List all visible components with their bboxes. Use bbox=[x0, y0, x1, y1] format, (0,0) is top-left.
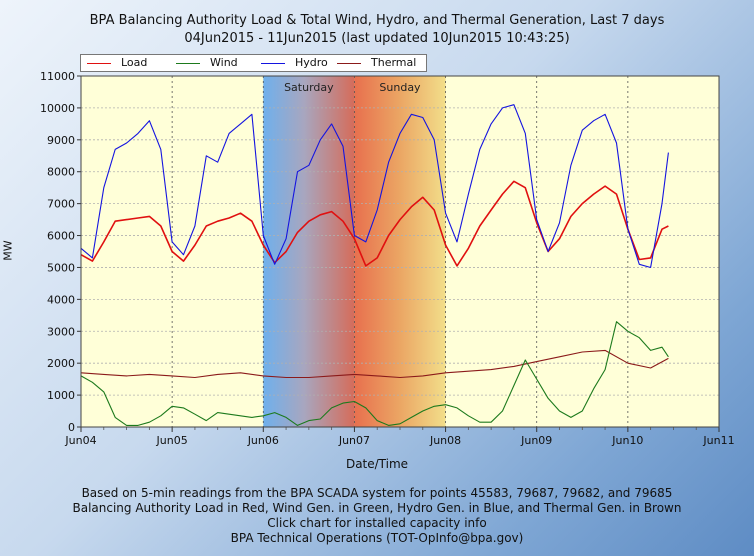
y-tick-label: 4000 bbox=[47, 293, 75, 306]
x-tick-label: Jun06 bbox=[247, 434, 279, 447]
chart-title: BPA Balancing Authority Load & Total Win… bbox=[89, 13, 665, 28]
y-tick-label: 2000 bbox=[47, 357, 75, 370]
series-line-hydro bbox=[80, 104, 669, 269]
legend-swatch-wind bbox=[176, 63, 200, 64]
y-axis-label: MW bbox=[1, 240, 15, 261]
weekend-band-saturday bbox=[263, 76, 355, 427]
chart-subtitle: 04Jun2015 - 11Jun2015 (last updated 10Ju… bbox=[184, 31, 570, 46]
legend-label-hydro: Hydro bbox=[295, 56, 328, 69]
footer-line-contact[interactable]: BPA Technical Operations (TOT-OpInfo@bpa… bbox=[230, 531, 524, 545]
legend-swatch-thermal bbox=[337, 63, 361, 64]
series-line-thermal bbox=[80, 349, 669, 379]
series-line-load bbox=[80, 180, 669, 267]
x-tick-label: Jun08 bbox=[429, 434, 461, 447]
y-tick-label: 6000 bbox=[47, 230, 75, 243]
x-tick-label: Jun04 bbox=[64, 434, 96, 447]
legend-label-wind: Wind bbox=[210, 56, 238, 69]
series-line-wind bbox=[80, 321, 669, 426]
y-tick-label: 7000 bbox=[47, 198, 75, 211]
plot-border bbox=[80, 75, 720, 428]
x-tick-label: Jun05 bbox=[156, 434, 188, 447]
x-tick-label: Jun11 bbox=[702, 434, 734, 447]
weekend-band-label-saturday: Saturday bbox=[284, 81, 334, 94]
legend-swatch-hydro bbox=[261, 63, 285, 64]
y-tick-label: 0 bbox=[68, 421, 75, 434]
x-tick-label: Jun07 bbox=[338, 434, 370, 447]
y-tick-label: 8000 bbox=[47, 166, 75, 179]
legend-swatch-load bbox=[87, 63, 111, 64]
x-axis-label: Date/Time bbox=[345, 457, 409, 471]
y-tick-label: 11000 bbox=[40, 70, 75, 83]
footer-line-colors: Balancing Authority Load in Red, Wind Ge… bbox=[72, 501, 682, 515]
x-tick-label: Jun10 bbox=[611, 434, 643, 447]
y-tick-label: 10000 bbox=[40, 102, 75, 115]
y-tick-label: 5000 bbox=[47, 261, 75, 274]
y-tick-label: 9000 bbox=[47, 134, 75, 147]
legend: Load Wind Hydro Thermal bbox=[80, 54, 427, 72]
legend-label-thermal: Thermal bbox=[371, 56, 417, 69]
footer-line-points: Based on 5-min readings from the BPA SCA… bbox=[81, 486, 673, 500]
y-tick-label: 3000 bbox=[47, 325, 75, 338]
footer-line-click-info[interactable]: Click chart for installed capacity info bbox=[267, 516, 487, 530]
x-tick-label: Jun09 bbox=[520, 434, 552, 447]
y-tick-label: 1000 bbox=[47, 389, 75, 402]
weekend-band-label-sunday: Sunday bbox=[379, 81, 421, 94]
legend-label-load: Load bbox=[121, 56, 148, 69]
